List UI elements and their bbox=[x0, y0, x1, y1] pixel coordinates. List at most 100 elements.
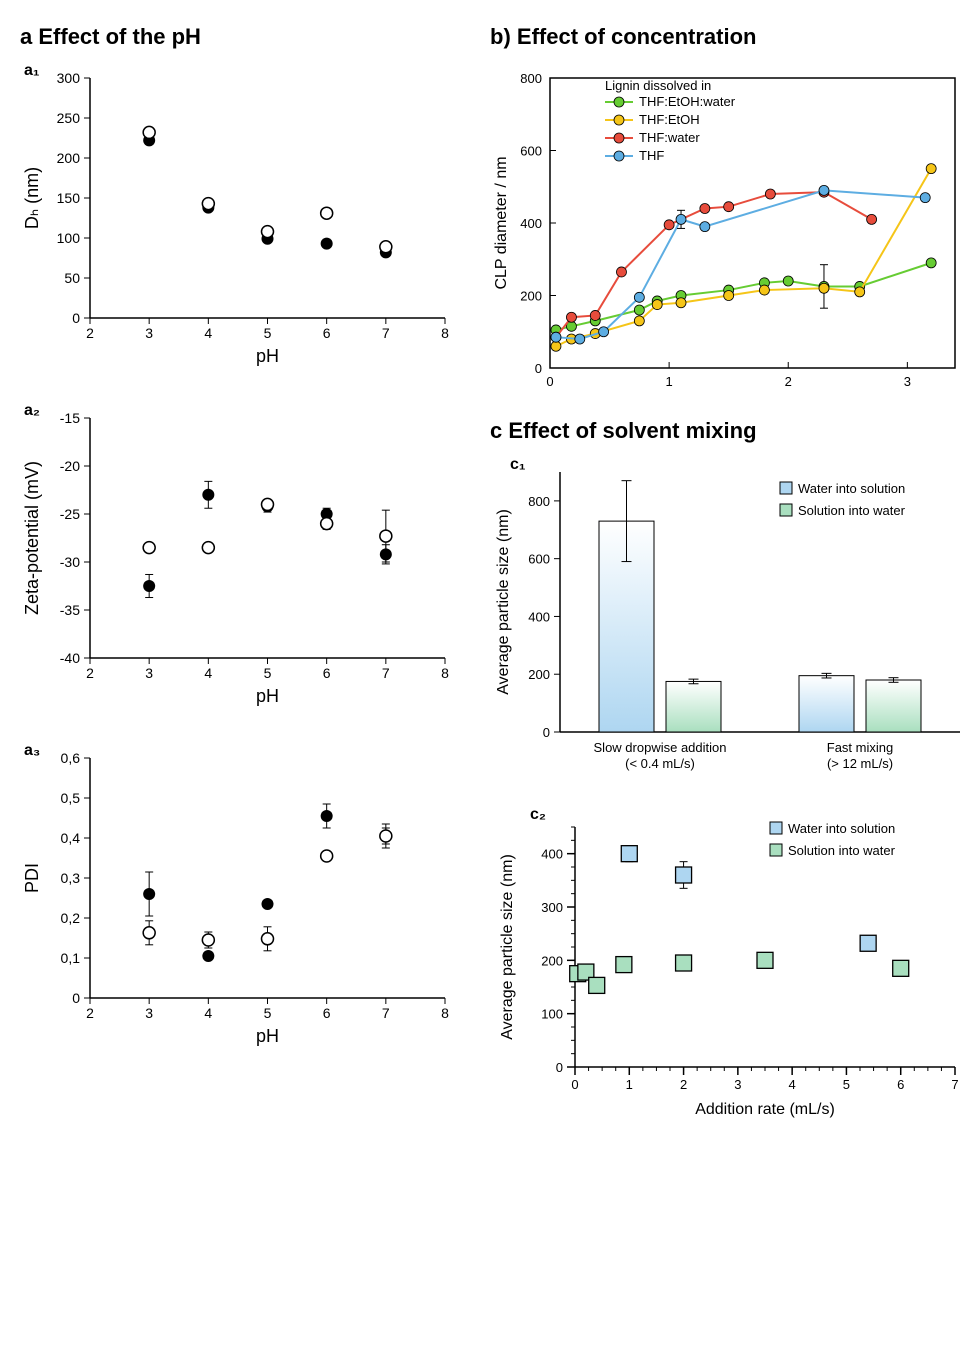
svg-text:THF: THF bbox=[639, 148, 664, 163]
chart-c1-label: c₁ bbox=[510, 456, 526, 474]
svg-text:3: 3 bbox=[904, 374, 911, 389]
svg-text:7: 7 bbox=[382, 325, 390, 341]
svg-text:0,1: 0,1 bbox=[61, 950, 81, 966]
section-a-title-text: Effect of the pH bbox=[38, 24, 201, 49]
svg-text:6: 6 bbox=[323, 665, 331, 681]
chart-b-wrap: 0 1 2 3 0 200 400 600 800 CLP diameter / nm Lignin… bbox=[490, 58, 970, 398]
section-c-title-text: Effect of solvent mixing bbox=[508, 418, 756, 443]
svg-text:0: 0 bbox=[535, 361, 542, 376]
section-b-title: b) Effect of concentration bbox=[490, 24, 970, 50]
svg-text:Dₕ (nm): Dₕ (nm) bbox=[22, 167, 42, 229]
svg-text:50: 50 bbox=[64, 270, 80, 286]
chart-a2-label: a₂ bbox=[24, 402, 40, 420]
svg-text:600: 600 bbox=[528, 552, 550, 567]
svg-text:7: 7 bbox=[951, 1077, 958, 1092]
svg-text:0,4: 0,4 bbox=[61, 830, 81, 846]
svg-text:7: 7 bbox=[382, 1005, 390, 1021]
svg-text:800: 800 bbox=[520, 71, 542, 86]
figure-grid: a Effect of the pH a₁ 234567805010015020… bbox=[20, 20, 959, 1122]
svg-text:PDI: PDI bbox=[22, 863, 42, 893]
svg-text:THF:water: THF:water bbox=[639, 130, 700, 145]
svg-text:1: 1 bbox=[626, 1077, 633, 1092]
svg-text:5: 5 bbox=[843, 1077, 850, 1092]
chart-a1-label: a₁ bbox=[24, 62, 40, 80]
svg-text:THF:EtOH:water: THF:EtOH:water bbox=[639, 94, 736, 109]
svg-text:400: 400 bbox=[520, 216, 542, 231]
svg-text:3: 3 bbox=[145, 325, 153, 341]
svg-text:6: 6 bbox=[897, 1077, 904, 1092]
chart-a3-wrap: a₃ 234567800,10,20,30,40,50,6pHPDI bbox=[20, 738, 460, 1048]
svg-text:5: 5 bbox=[264, 325, 272, 341]
svg-text:200: 200 bbox=[57, 150, 81, 166]
svg-text:1: 1 bbox=[666, 374, 673, 389]
svg-text:0: 0 bbox=[72, 310, 80, 326]
svg-text:Slow dropwise addition: Slow dropwise addition bbox=[594, 740, 727, 755]
svg-text:-15: -15 bbox=[60, 410, 80, 426]
chart-c1-wrap: c₁ 0 200 400 600 800 Average particle size (n… bbox=[490, 452, 970, 792]
svg-text:2: 2 bbox=[680, 1077, 687, 1092]
section-a-title: a Effect of the pH bbox=[20, 24, 460, 50]
svg-text:Lignin dissolved in: Lignin dissolved in bbox=[605, 78, 711, 93]
svg-text:800: 800 bbox=[528, 494, 550, 509]
svg-text:2: 2 bbox=[86, 1005, 94, 1021]
svg-text:Water into solution: Water into solution bbox=[798, 481, 905, 496]
svg-text:0: 0 bbox=[571, 1077, 578, 1092]
chart-a1-wrap: a₁ 2345678050100150200250300pHDₕ (nm) bbox=[20, 58, 460, 368]
svg-text:Average particle size (nm): Average particle size (nm) bbox=[499, 854, 516, 1040]
svg-text:2: 2 bbox=[785, 374, 792, 389]
svg-text:4: 4 bbox=[204, 665, 212, 681]
svg-text:6: 6 bbox=[323, 1005, 331, 1021]
svg-text:300: 300 bbox=[57, 70, 81, 86]
svg-text:0,2: 0,2 bbox=[61, 910, 81, 926]
svg-text:Solution into water: Solution into water bbox=[788, 843, 896, 858]
chart-c2-wrap: c₂ 012345670100200300400Addition rate (m… bbox=[490, 802, 970, 1122]
section-a-label: a bbox=[20, 24, 32, 49]
svg-text:-25: -25 bbox=[60, 506, 80, 522]
svg-text:0,5: 0,5 bbox=[61, 790, 81, 806]
svg-text:8: 8 bbox=[441, 1005, 449, 1021]
svg-text:0: 0 bbox=[556, 1060, 563, 1075]
svg-text:-40: -40 bbox=[60, 650, 80, 666]
svg-text:-35: -35 bbox=[60, 602, 80, 618]
svg-text:250: 250 bbox=[57, 110, 81, 126]
svg-text:pH: pH bbox=[256, 346, 279, 366]
column-a: a Effect of the pH a₁ 234567805010015020… bbox=[20, 20, 460, 1122]
chart-a3-label: a₃ bbox=[24, 742, 40, 760]
svg-text:0: 0 bbox=[546, 374, 553, 389]
svg-text:Zeta-potential (mV): Zeta-potential (mV) bbox=[22, 461, 42, 615]
svg-text:200: 200 bbox=[528, 667, 550, 682]
svg-text:100: 100 bbox=[541, 1007, 563, 1022]
svg-text:pH: pH bbox=[256, 1026, 279, 1046]
svg-text:2: 2 bbox=[86, 325, 94, 341]
svg-text:4: 4 bbox=[789, 1077, 796, 1092]
chart-a1: 2345678050100150200250300pHDₕ (nm) bbox=[20, 58, 460, 368]
svg-text:Water into solution: Water into solution bbox=[788, 821, 895, 836]
svg-text:400: 400 bbox=[541, 847, 563, 862]
svg-text:200: 200 bbox=[520, 289, 542, 304]
chart-b: 0 1 2 3 0 200 400 600 800 CLP diameter / nm Lignin… bbox=[490, 58, 970, 398]
chart-c2: 012345670100200300400Addition rate (mL/s… bbox=[490, 802, 970, 1122]
chart-a2-wrap: a₂ 2345678-40-35-30-25-20-15pHZeta-poten… bbox=[20, 398, 460, 708]
section-c-title: c Effect of solvent mixing bbox=[490, 418, 970, 444]
svg-text:150: 150 bbox=[57, 190, 81, 206]
svg-text:0,3: 0,3 bbox=[61, 870, 81, 886]
section-c-label: c bbox=[490, 418, 502, 443]
svg-text:400: 400 bbox=[528, 609, 550, 624]
chart-c1: 0 200 400 600 800 Average particle size (nm) S… bbox=[490, 452, 970, 792]
svg-text:0,6: 0,6 bbox=[61, 750, 81, 766]
svg-text:200: 200 bbox=[541, 953, 563, 968]
svg-text:THF:EtOH: THF:EtOH bbox=[639, 112, 700, 127]
svg-text:300: 300 bbox=[541, 900, 563, 915]
chart-a3: 234567800,10,20,30,40,50,6pHPDI bbox=[20, 738, 460, 1048]
section-b-label: b) bbox=[490, 24, 511, 49]
svg-text:600: 600 bbox=[520, 144, 542, 159]
svg-text:CLP diameter / nm: CLP diameter / nm bbox=[493, 156, 510, 289]
svg-text:8: 8 bbox=[441, 665, 449, 681]
svg-text:Average particle size (nm): Average particle size (nm) bbox=[495, 509, 512, 695]
svg-text:8: 8 bbox=[441, 325, 449, 341]
svg-text:6: 6 bbox=[323, 325, 331, 341]
svg-text:5: 5 bbox=[264, 1005, 272, 1021]
svg-text:3: 3 bbox=[145, 665, 153, 681]
svg-text:3: 3 bbox=[145, 1005, 153, 1021]
svg-text:0: 0 bbox=[543, 725, 550, 740]
